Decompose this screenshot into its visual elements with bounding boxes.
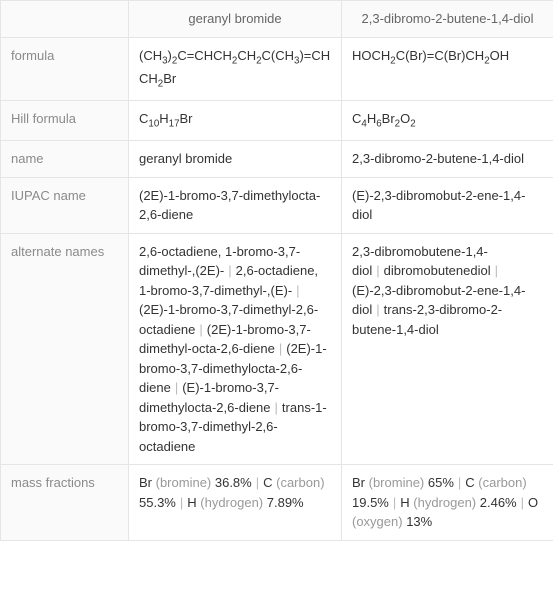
- hill-label: Hill formula: [1, 100, 129, 140]
- separator: |: [180, 495, 183, 510]
- mass-col1: Br (bromine) 36.8%|C (carbon) 55.3%|H (h…: [129, 465, 342, 541]
- element-name: (carbon): [478, 475, 526, 490]
- alternate-col1: 2,6-octadiene, 1-bromo-3,7-dimethyl-,(2E…: [129, 233, 342, 465]
- formula-row: formula (CH3)2C=CHCH2CH2C(CH3)=CHCH2Br H…: [1, 37, 553, 100]
- separator: |: [275, 400, 278, 415]
- mass-label: mass fractions: [1, 465, 129, 541]
- separator: |: [228, 263, 231, 278]
- alternate-row: alternate names 2,6-octadiene, 1-bromo-3…: [1, 233, 553, 465]
- corner-cell: [1, 1, 129, 38]
- element-name: (bromine): [369, 475, 425, 490]
- separator: |: [296, 283, 299, 298]
- formula-label: formula: [1, 37, 129, 100]
- hill-col2: C4H6Br2O2: [342, 100, 553, 140]
- mass-fraction-item: Br (bromine) 65%: [352, 475, 454, 490]
- col1-header: geranyl bromide: [129, 1, 342, 38]
- element-name: (oxygen): [352, 514, 403, 529]
- alternate-name: trans-2,3-dibromo-2-butene-1,4-diol: [352, 302, 502, 337]
- alternate-label: alternate names: [1, 233, 129, 465]
- name-col2: 2,3-dibromo-2-butene-1,4-diol: [342, 141, 553, 178]
- name-row: name geranyl bromide 2,3-dibromo-2-buten…: [1, 141, 553, 178]
- mass-row: mass fractions Br (bromine) 36.8%|C (car…: [1, 465, 553, 541]
- separator: |: [495, 263, 498, 278]
- chemical-comparison-table: geranyl bromide 2,3-dibromo-2-butene-1,4…: [0, 0, 553, 541]
- element-name: (hydrogen): [200, 495, 263, 510]
- col2-header: 2,3-dibromo-2-butene-1,4-diol: [342, 1, 553, 38]
- separator: |: [279, 341, 282, 356]
- separator: |: [458, 475, 461, 490]
- separator: |: [393, 495, 396, 510]
- separator: |: [256, 475, 259, 490]
- header-row: geranyl bromide 2,3-dibromo-2-butene-1,4…: [1, 1, 553, 38]
- formula-col2: HOCH2C(Br)=C(Br)CH2OH: [342, 37, 553, 100]
- alternate-name: dibromobutenediol: [384, 263, 491, 278]
- separator: |: [521, 495, 524, 510]
- mass-fraction-item: Br (bromine) 36.8%: [139, 475, 252, 490]
- mass-fraction-item: H (hydrogen) 2.46%: [400, 495, 516, 510]
- alternate-col2: 2,3-dibromobutene-1,4-diol|dibromobutene…: [342, 233, 553, 465]
- separator: |: [175, 380, 178, 395]
- separator: |: [376, 302, 379, 317]
- iupac-col1: (2E)-1-bromo-3,7-dimethylocta-2,6-diene: [129, 177, 342, 233]
- separator: |: [199, 322, 202, 337]
- element-name: (bromine): [156, 475, 212, 490]
- iupac-row: IUPAC name (2E)-1-bromo-3,7-dimethylocta…: [1, 177, 553, 233]
- mass-col2: Br (bromine) 65%|C (carbon) 19.5%|H (hyd…: [342, 465, 553, 541]
- iupac-label: IUPAC name: [1, 177, 129, 233]
- element-name: (carbon): [276, 475, 324, 490]
- name-col1: geranyl bromide: [129, 141, 342, 178]
- formula-col1: (CH3)2C=CHCH2CH2C(CH3)=CHCH2Br: [129, 37, 342, 100]
- name-label: name: [1, 141, 129, 178]
- hill-col1: C10H17Br: [129, 100, 342, 140]
- element-name: (hydrogen): [413, 495, 476, 510]
- mass-fraction-item: H (hydrogen) 7.89%: [187, 495, 303, 510]
- hill-row: Hill formula C10H17Br C4H6Br2O2: [1, 100, 553, 140]
- separator: |: [376, 263, 379, 278]
- iupac-col2: (E)-2,3-dibromobut-2-ene-1,4-diol: [342, 177, 553, 233]
